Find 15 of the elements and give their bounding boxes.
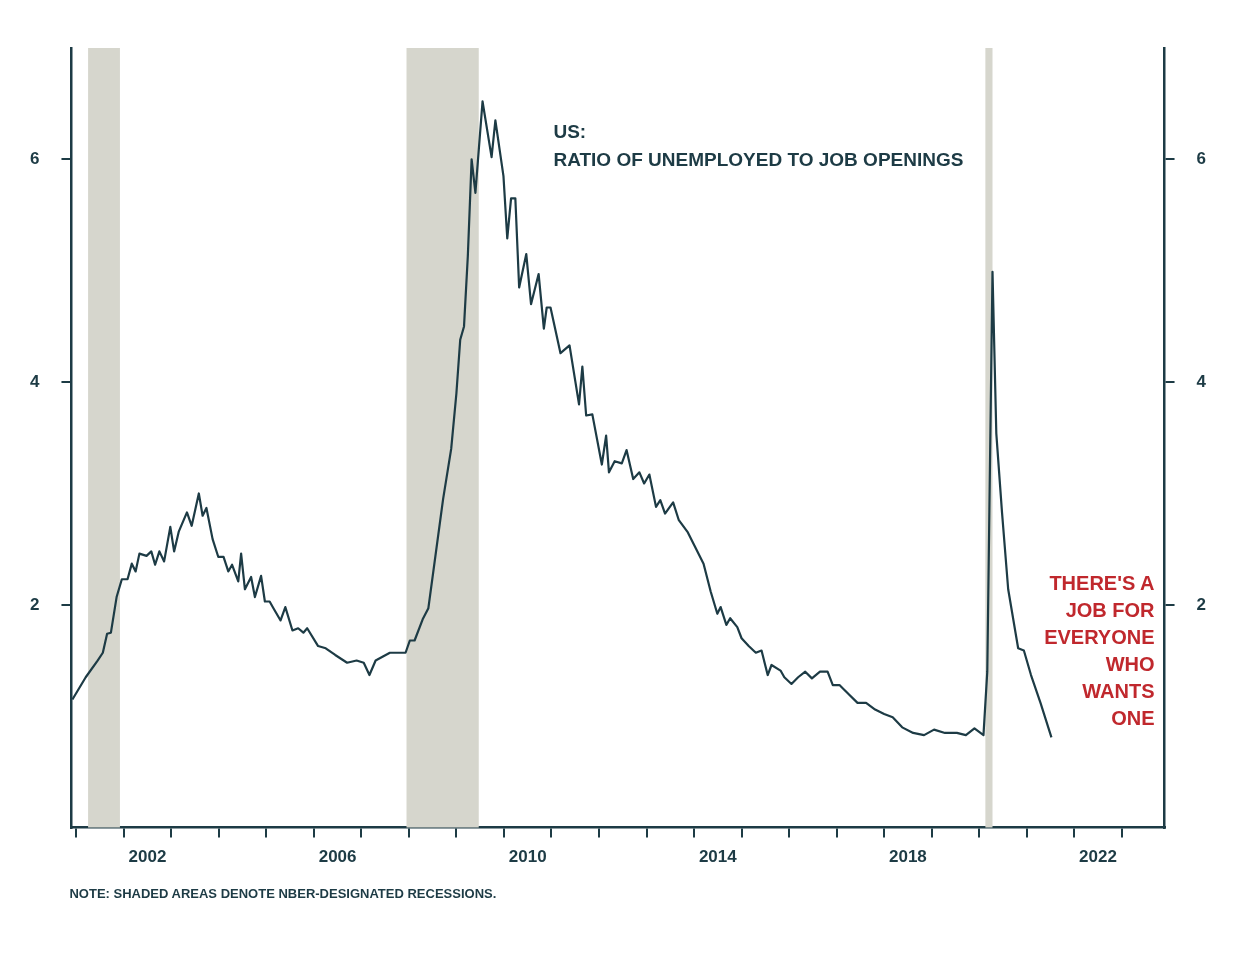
- x-tick-label: 2014: [698, 847, 738, 867]
- x-tick-label: 2006: [318, 847, 357, 867]
- annotation: THERE'S A JOB FOR EVERYONE WHO WANTS ONE: [1044, 571, 1156, 729]
- text: US: RATIO OF UNEMPLOYED TO JOB OPENINGS: [553, 121, 964, 170]
- x-tick-label: 2002: [128, 847, 167, 867]
- x-tick-label: 2018: [888, 847, 927, 867]
- y2-tick-label: 4: [1196, 371, 1207, 391]
- y-tick-label: 6: [29, 149, 40, 169]
- x-tick-label: 2022: [1079, 847, 1117, 867]
- y-tick-label: 4: [29, 371, 40, 391]
- y2-tick-label: 2: [1196, 594, 1207, 614]
- y-tick-label: 2: [29, 594, 40, 614]
- y2-tick-label: 6: [1196, 149, 1207, 169]
- text: NOTE: SHADED AREAS DENOTE NBER-DESIGNATED RECESSIONS.: [69, 885, 497, 901]
- x-tick-label: 2010: [508, 847, 547, 867]
